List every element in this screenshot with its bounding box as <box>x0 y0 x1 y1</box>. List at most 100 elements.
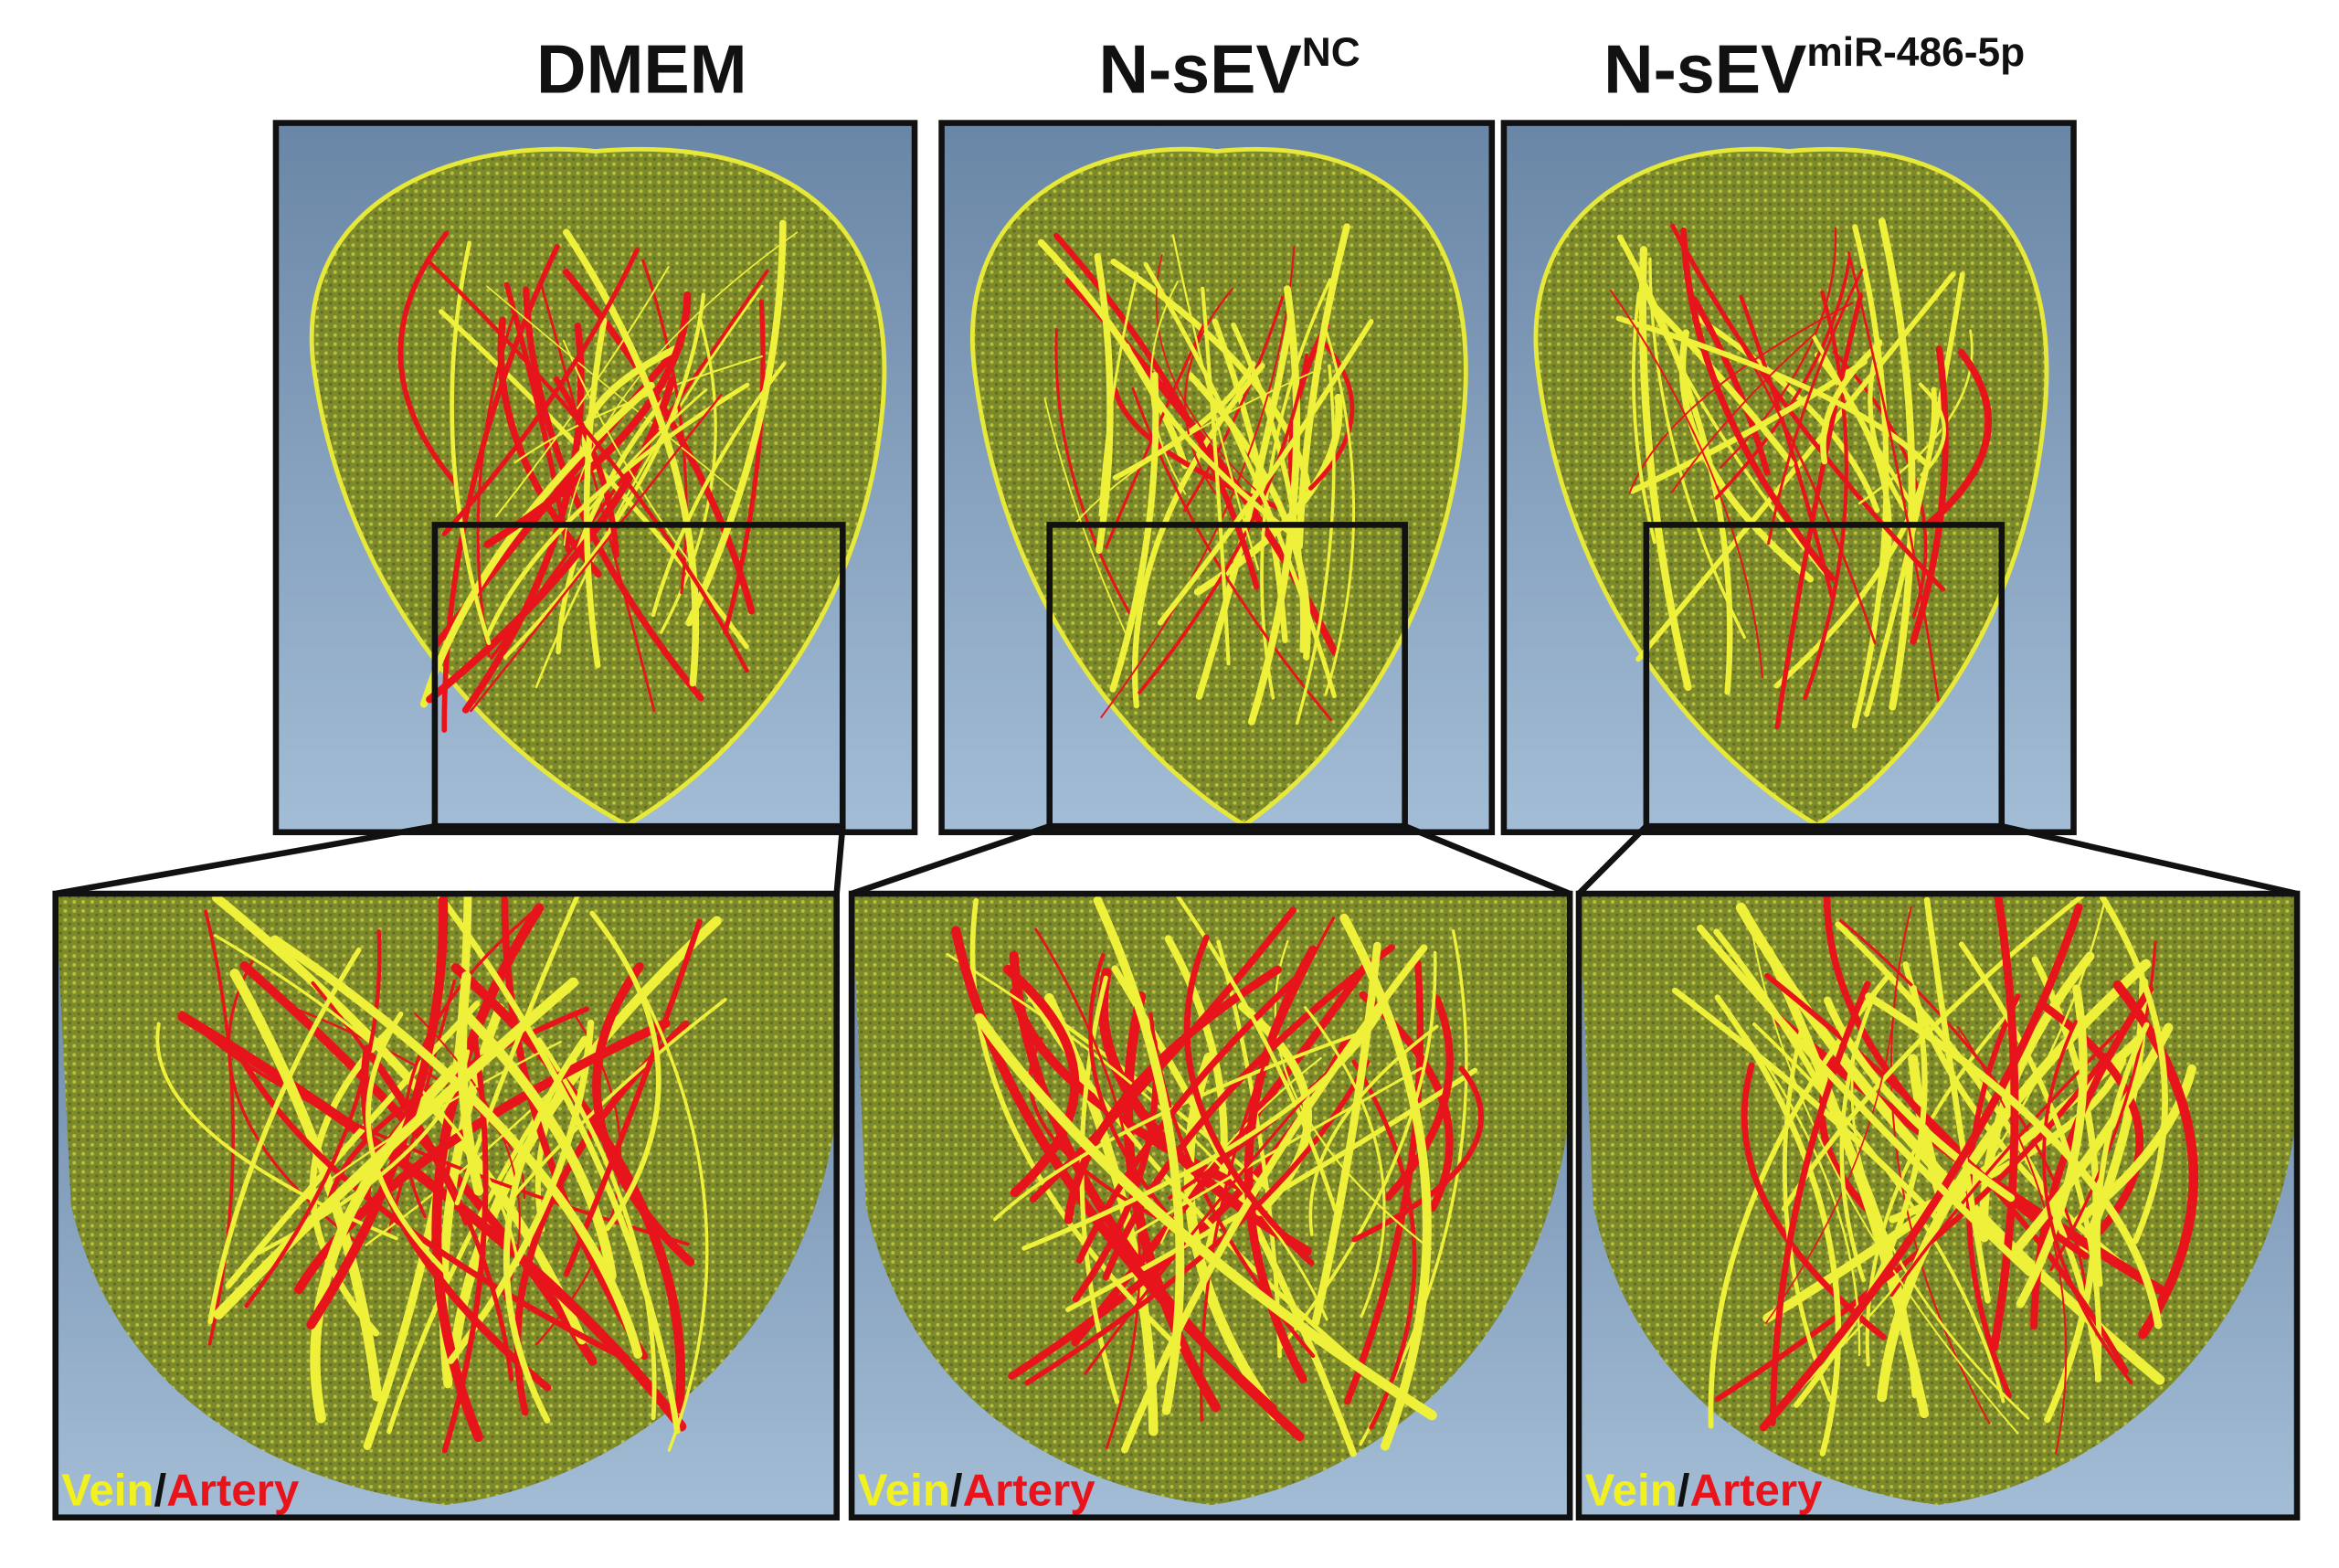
vessel <box>1628 302 1854 494</box>
vessel <box>536 1037 657 1421</box>
title-main: DMEM <box>536 31 747 108</box>
vessel <box>1100 245 1296 718</box>
vessel <box>485 382 750 638</box>
legend-separator: / <box>950 1466 963 1516</box>
vessel <box>974 1012 1437 1421</box>
vessel <box>1124 343 1304 544</box>
vessel <box>450 240 492 645</box>
vessel <box>503 292 706 660</box>
panel-border <box>1500 120 2077 836</box>
zoom-connector <box>851 823 1051 897</box>
vessel <box>1671 987 1941 1223</box>
legend-vein: Vein <box>858 1466 950 1516</box>
zoom-connector <box>55 822 436 897</box>
vessel <box>177 1012 687 1432</box>
zoom-panel: Vein/Artery <box>848 890 1573 1520</box>
vessel <box>1839 990 1879 1283</box>
zoom-box <box>431 522 846 830</box>
vessel <box>244 929 382 1308</box>
panel-title: N-sEVmiR-486-5p <box>1603 30 2025 108</box>
vessel <box>2049 940 2157 1272</box>
vessel <box>1741 1062 1887 1340</box>
vessel <box>2013 1022 2174 1253</box>
title-superscript: NC <box>1302 30 1360 75</box>
vessel <box>370 1053 514 1382</box>
vessel <box>426 259 749 673</box>
vessel <box>1102 944 1395 1281</box>
vessel <box>1638 246 1692 692</box>
vessel <box>1610 289 1763 679</box>
vessel <box>583 317 608 669</box>
title-main: N-sEV <box>1099 31 1302 108</box>
panel-border <box>848 890 1573 1520</box>
zoom-connector <box>1403 823 1572 897</box>
vessel <box>1865 992 2163 1330</box>
vessel <box>509 998 727 1202</box>
vessel <box>204 909 235 1346</box>
top-panel <box>1500 120 2077 836</box>
vessel <box>311 980 468 1226</box>
vessel <box>503 1035 587 1424</box>
vessel <box>1133 1066 1423 1235</box>
vessel <box>1910 345 1949 645</box>
vessel <box>1781 892 2087 1212</box>
vessel <box>1201 286 1231 666</box>
vessel <box>1648 257 1746 640</box>
vessel <box>651 361 787 618</box>
vessel <box>441 1033 489 1454</box>
vessel <box>470 393 723 713</box>
vessel <box>2042 1020 2133 1384</box>
vessel <box>437 893 681 1435</box>
zoom-box <box>1046 522 1408 830</box>
vessel <box>494 266 670 518</box>
vessel <box>324 1006 589 1215</box>
vessel <box>1735 902 2165 1385</box>
vessel <box>1771 901 2106 1417</box>
vessel <box>1093 895 1185 1415</box>
vessel <box>1680 228 1836 582</box>
vessel <box>365 1011 451 1278</box>
vessel <box>476 315 515 658</box>
vessel <box>1131 363 1265 709</box>
zoom-connector <box>2001 822 2298 897</box>
vessel <box>1889 906 1991 1425</box>
vessel <box>1924 348 1992 529</box>
vessel <box>563 231 799 546</box>
vessel <box>1384 994 1454 1202</box>
vessel <box>501 895 649 1361</box>
panel-border <box>52 890 840 1520</box>
vessel <box>1324 331 1356 696</box>
legend-vein: Vein <box>1585 1466 1678 1516</box>
vessel <box>1043 397 1127 636</box>
vessel <box>1803 290 1848 701</box>
vessel <box>1767 269 1864 546</box>
vessel <box>1782 1025 1833 1403</box>
vessel <box>1720 227 1837 469</box>
vessel <box>1990 892 2019 1351</box>
zoom-connector <box>1576 823 1649 896</box>
vessel <box>523 286 704 702</box>
vessel <box>1774 292 1863 730</box>
vessel <box>553 376 619 558</box>
vessel <box>1878 217 1916 711</box>
vessel <box>1690 313 1880 514</box>
vessel <box>1074 367 1322 524</box>
vessel <box>1631 291 1656 545</box>
vessel <box>213 977 578 1319</box>
legend-separator: / <box>1678 1466 1690 1516</box>
vessel <box>1351 1059 1417 1430</box>
vessel <box>1923 896 1991 1304</box>
title-main: N-sEV <box>1603 31 1806 108</box>
vessel <box>685 219 787 627</box>
vessel <box>1918 382 1946 477</box>
vessel <box>1182 295 1285 513</box>
vessel <box>1304 1006 1386 1319</box>
vessel <box>1311 941 1381 1327</box>
vessel <box>1713 928 1919 1399</box>
vessel <box>403 904 543 1219</box>
vessel <box>1714 257 1851 500</box>
vessel <box>1079 975 1120 1404</box>
vessel <box>1714 1053 2110 1403</box>
vessel <box>1351 1065 1484 1243</box>
